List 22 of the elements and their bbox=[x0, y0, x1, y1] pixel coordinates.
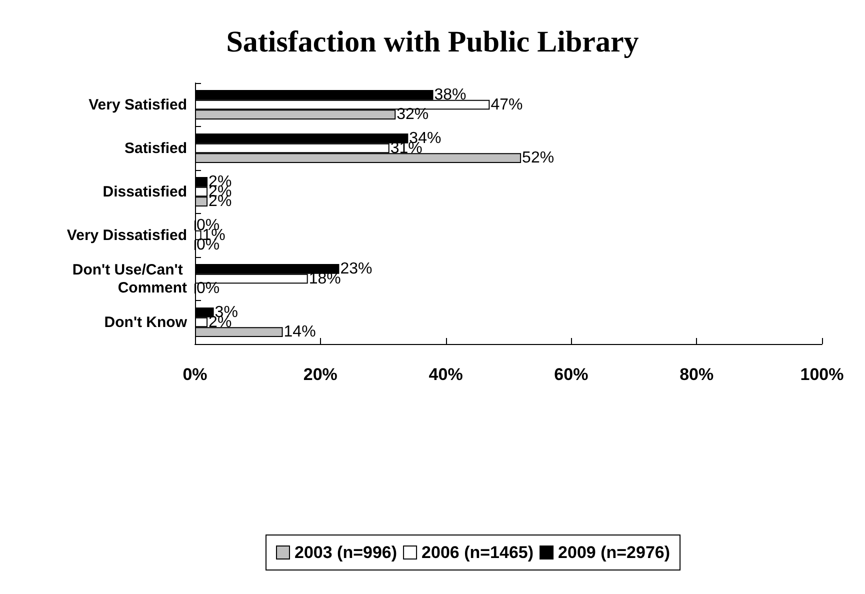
y-tick-label: Very Dissatisfied bbox=[66, 226, 187, 244]
x-tick-label: 60% bbox=[554, 365, 588, 384]
data-label: 23% bbox=[340, 260, 372, 278]
y-tick-label: Satisfied bbox=[124, 140, 187, 157]
x-tick-label: 0% bbox=[182, 365, 208, 384]
y-tick-label: Very Satisfied bbox=[88, 96, 187, 114]
x-tick-label: 80% bbox=[680, 365, 714, 384]
x-tick-label: 20% bbox=[303, 365, 338, 384]
data-label: 0% bbox=[196, 280, 220, 298]
y-tick-label: Don't Know bbox=[104, 314, 188, 331]
legend-label: 2009 (n=2976) bbox=[558, 543, 670, 562]
x-tick-label: 40% bbox=[428, 365, 463, 384]
data-label: 47% bbox=[490, 96, 523, 114]
data-label: 52% bbox=[522, 150, 554, 167]
x-tick-label: 100% bbox=[800, 365, 844, 384]
y-tick-label: Don't Use/Can't Comment bbox=[72, 261, 188, 296]
chart-title: Satisfaction with Public Library bbox=[226, 26, 639, 58]
data-label: 14% bbox=[284, 324, 316, 341]
y-tick-label: Dissatisfied bbox=[102, 183, 187, 200]
legend-label: 2003 (n=996) bbox=[294, 543, 398, 562]
legend-label: 2006 (n=1465) bbox=[422, 543, 534, 562]
data-label: 38% bbox=[434, 86, 466, 104]
